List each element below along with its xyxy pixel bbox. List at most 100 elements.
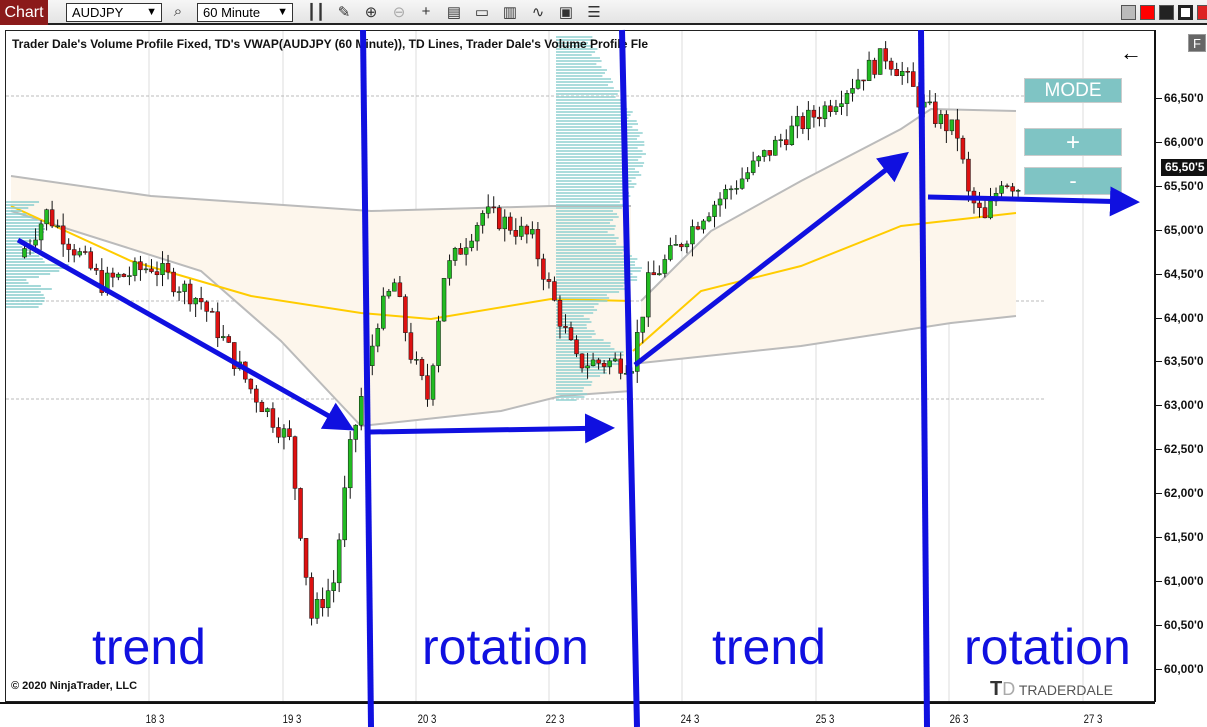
minimize-button[interactable] (1159, 5, 1174, 20)
volume-profile-bar (556, 138, 638, 140)
price-tick (1156, 624, 1162, 626)
copyright: © 2020 NinjaTrader, LLC (11, 680, 138, 692)
list-icon[interactable]: ☰ (587, 4, 601, 21)
close-button[interactable] (1197, 5, 1207, 20)
candle-body (767, 150, 772, 156)
candle-body (441, 278, 447, 322)
volume-profile-bar (556, 57, 600, 59)
candle-body (160, 263, 165, 276)
volume-profile-bar (556, 216, 619, 218)
arrow-left-icon[interactable]: ← (1120, 40, 1142, 65)
candle-body (811, 109, 817, 118)
volume-profile-bar (556, 360, 623, 362)
candle-body (22, 248, 27, 258)
volume-profile-bar (556, 81, 613, 83)
volume-profile-bar (6, 267, 66, 269)
candle-body (701, 220, 706, 230)
volume-profile-bar (6, 285, 41, 287)
mode-button[interactable]: MODE (1024, 78, 1122, 103)
volume-profile-bar (6, 240, 33, 242)
volume-profile-bar (556, 378, 588, 380)
candle-body (309, 577, 314, 619)
plus-button[interactable]: + (1024, 128, 1122, 156)
volume-profile-bar (556, 156, 642, 158)
price-axis[interactable]: 66,50'0 66,00'0 65,50'0 65,00'0 64,50'0 64,00… (1154, 30, 1207, 702)
price-label: 66,50'0 (1164, 91, 1204, 105)
candle-body (110, 272, 116, 278)
pencil-icon[interactable]: ✎ (337, 4, 351, 21)
f-button[interactable]: F (1188, 34, 1206, 52)
volume-profile-bar (556, 246, 626, 248)
volume-profile-bar (6, 219, 38, 221)
properties-icon[interactable]: ▤ (446, 4, 462, 21)
price-label: 62,50'0 (1164, 442, 1204, 457)
volume-profile-bar (556, 141, 645, 143)
volume-profile-bar (6, 231, 45, 233)
date-label: 19 3 (282, 712, 302, 726)
candle-body (872, 59, 877, 75)
candle-body (276, 427, 281, 438)
volume-profile-bar (556, 303, 599, 305)
candle-body (728, 188, 734, 191)
timeframe-select[interactable]: 60 Minute ▼ (197, 3, 293, 22)
volume-profile-bar (6, 213, 27, 215)
candle-body (657, 273, 662, 276)
bar-type-icon[interactable]: ┃┃ (306, 4, 326, 21)
volume-profile-bar (556, 348, 615, 350)
zoom-in-icon[interactable]: ⊕ (364, 4, 378, 21)
candle-body (171, 271, 176, 293)
search-icon[interactable]: ⌕ (173, 3, 183, 20)
chart-tab[interactable]: Chart (0, 0, 48, 25)
chart-plot-area[interactable]: Trader Dale's Volume Profile Fixed, TD's… (5, 30, 1155, 702)
price-label: 61,50'0 (1164, 530, 1204, 544)
chart-title: Trader Dale's Volume Profile Fixed, TD's… (12, 37, 649, 51)
minus-button[interactable]: - (1024, 167, 1122, 195)
volume-profile-bar (556, 186, 635, 188)
volume-profile-bar (556, 372, 607, 374)
templates-icon[interactable]: ▣ (558, 4, 574, 21)
candle-body (364, 365, 370, 397)
price-label: 64,00'0 (1164, 310, 1204, 325)
data-box-icon[interactable]: ▭ (474, 4, 490, 21)
instrument-select[interactable]: AUDJPY ▼ (66, 3, 162, 22)
volume-profile-bar (556, 102, 627, 104)
maximize-button[interactable] (1178, 5, 1193, 20)
window-red-button[interactable] (1140, 5, 1155, 20)
volume-profile-bar (556, 345, 611, 347)
candle-body (513, 230, 519, 237)
indicators-icon[interactable]: ▥ (502, 4, 518, 21)
candle-body (712, 204, 717, 217)
candle-body (623, 373, 629, 375)
volume-profile-bar (6, 243, 27, 245)
volume-profile-bar (556, 231, 608, 233)
candle-body (618, 358, 623, 374)
candle-body (508, 216, 513, 231)
candle-body (121, 273, 127, 277)
instrument-value: AUDJPY (72, 5, 124, 20)
candle-body (397, 282, 403, 297)
volume-profile-bar (6, 306, 39, 308)
candle-body (579, 353, 585, 369)
candle-body (905, 71, 910, 73)
volume-profile-bar (556, 135, 640, 137)
volume-profile-bar (556, 78, 612, 80)
price-chart (6, 31, 1084, 701)
volume-profile-bar (556, 159, 639, 161)
candle-body (850, 88, 855, 94)
crosshair-icon[interactable]: + (421, 3, 431, 20)
volume-profile-bar (556, 339, 604, 341)
volume-profile-bar (556, 219, 614, 221)
zoom-out-icon[interactable]: ⊖ (392, 4, 406, 21)
volume-profile-bar (6, 237, 38, 239)
volume-profile-bar (556, 333, 596, 335)
window-gray-button[interactable] (1121, 5, 1136, 20)
candle-body (640, 316, 646, 333)
candle-body (817, 116, 822, 120)
volume-profile-bar (556, 174, 642, 176)
strategies-icon[interactable]: ∿ (531, 4, 545, 21)
volume-profile-bar (556, 273, 633, 275)
candle-body (717, 198, 723, 206)
volume-profile-bar (6, 222, 42, 224)
candle-body (866, 59, 872, 81)
date-axis[interactable]: 18 3 19 3 20 3 22 3 24 3 25 3 26 3 27 3 (0, 702, 1155, 727)
